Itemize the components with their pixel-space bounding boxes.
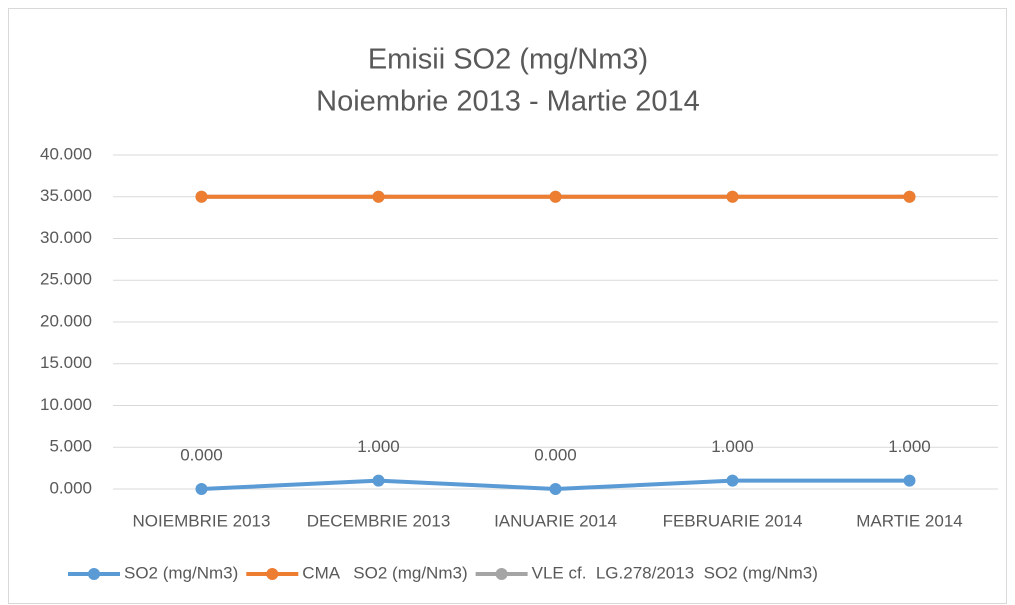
legend-marker	[495, 568, 508, 580]
y-tick-label: 30.000	[40, 228, 92, 247]
y-tick-label: 40.000	[40, 144, 92, 163]
chart-frame	[8, 8, 1007, 604]
chart-title: Emisii SO2 (mg/Nm3)	[368, 44, 648, 76]
x-tick-label: IANUARIE 2014	[494, 511, 617, 530]
y-tick-label: 10.000	[40, 395, 92, 414]
y-tick-label: 20.000	[40, 311, 92, 330]
point	[903, 190, 916, 203]
point	[726, 190, 739, 203]
y-tick-label: 25.000	[40, 270, 92, 289]
point	[195, 483, 208, 495]
x-tick-label: NOIEMBRIE 2013	[133, 511, 271, 530]
point	[549, 483, 562, 495]
legend-label: VLE cf. LG.278/2013 SO2 (mg/Nm3)	[532, 563, 818, 582]
x-tick-label: MARTIE 2014	[856, 511, 962, 530]
chart-subtitle: Noiembrie 2013 - Martie 2014	[316, 86, 700, 118]
y-tick-label: 35.000	[40, 186, 92, 205]
point	[195, 190, 208, 203]
point	[903, 474, 916, 487]
data-label: 1.000	[357, 437, 400, 456]
x-tick-label: FEBRUARIE 2014	[663, 511, 803, 530]
legend-marker	[266, 568, 279, 580]
point	[726, 474, 739, 487]
x-tick-label: DECEMBRIE 2013	[307, 511, 451, 530]
data-label: 1.000	[711, 437, 754, 456]
y-tick-label: 15.000	[40, 353, 92, 372]
data-label: 1.000	[888, 437, 931, 456]
point	[372, 474, 385, 487]
point	[372, 190, 385, 203]
y-tick-label: 0.000	[49, 478, 92, 497]
legend-marker	[88, 568, 100, 580]
data-label: 0.000	[180, 445, 223, 464]
point	[549, 190, 562, 203]
y-tick-label: 5.000	[49, 437, 92, 456]
legend-label: CMA SO2 (mg/Nm3)	[302, 563, 467, 582]
legend-label: SO2 (mg/Nm3)	[124, 563, 238, 582]
data-label: 0.000	[534, 445, 577, 464]
